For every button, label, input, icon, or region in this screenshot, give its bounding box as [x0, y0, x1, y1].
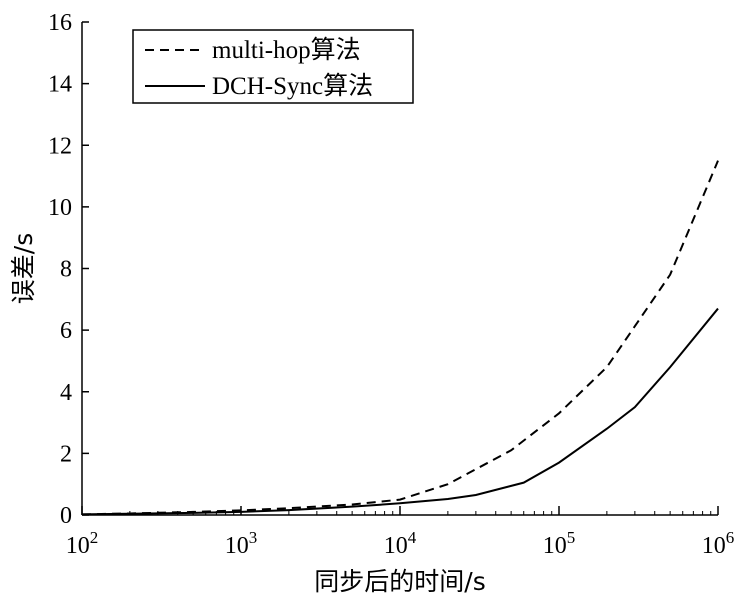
x-tick-base: 10 — [543, 533, 567, 559]
x-tick-label: 102 — [66, 528, 99, 559]
y-tick-label: 14 — [48, 72, 72, 98]
y-tick-label: 16 — [48, 10, 72, 36]
x-tick-exponent: 6 — [726, 528, 735, 547]
y-tick-label: 6 — [60, 318, 72, 344]
x-tick-label: 104 — [384, 528, 417, 559]
x-tick-base: 10 — [66, 533, 90, 559]
legend-label: DCH-Sync算法 — [212, 72, 373, 100]
x-axis-ticks: 102 103 104 105 106 — [66, 506, 735, 559]
x-tick-exponent: 4 — [408, 528, 417, 547]
legend: multi-hop算法 DCH-Sync算法 — [132, 29, 414, 104]
x-tick-label: 106 — [702, 528, 735, 559]
x-tick-base: 10 — [384, 533, 408, 559]
y-tick-label: 12 — [48, 133, 72, 159]
series-line-multi-hop — [81, 160, 719, 516]
y-tick-label: 2 — [60, 441, 72, 467]
y-tick-label: 4 — [60, 380, 72, 406]
x-tick-label: 105 — [543, 528, 576, 559]
x-tick-exponent: 5 — [567, 528, 576, 547]
y-tick-label: 8 — [60, 257, 72, 283]
legend-label: multi-hop算法 — [212, 36, 361, 64]
x-tick-exponent: 3 — [249, 528, 258, 547]
series-layer — [81, 160, 719, 516]
x-tick-exponent: 2 — [90, 528, 99, 547]
x-tick-label: 103 — [225, 528, 258, 559]
series-line-dch-sync — [81, 307, 719, 516]
legend-box — [132, 29, 414, 104]
x-tick-base: 10 — [225, 533, 249, 559]
y-axis-title: 误差/s — [9, 233, 38, 304]
x-axis-title: 同步后的时间/s — [314, 567, 485, 596]
x-tick-base: 10 — [702, 533, 726, 559]
y-axis-ticks: 0 2 4 6 8 10 12 14 16 — [48, 10, 89, 529]
y-tick-label: 10 — [48, 195, 72, 221]
y-tick-label: 0 — [60, 503, 72, 529]
